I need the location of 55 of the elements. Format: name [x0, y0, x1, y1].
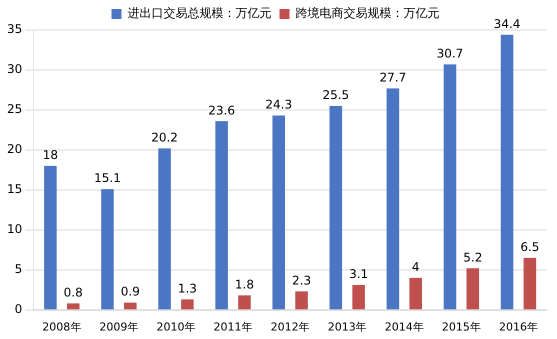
data-label: 24.3: [265, 98, 292, 112]
bar: [386, 88, 400, 310]
y-tick-label: 25: [6, 102, 22, 116]
bar: [181, 299, 194, 310]
data-label: 23.6: [208, 103, 235, 118]
x-tick-label: 2015年: [442, 320, 481, 334]
x-tick-label: 2014年: [384, 320, 424, 334]
y-tick-label: 5: [14, 262, 22, 276]
bar: [272, 116, 285, 310]
bar: [238, 295, 251, 310]
y-tick-label: 0: [14, 302, 22, 316]
data-label: 20.2: [151, 130, 178, 144]
bar: [330, 106, 342, 310]
y-tick-label: 30: [6, 62, 22, 76]
bar: [500, 34, 514, 310]
bar: [158, 148, 171, 310]
x-tick-label: 2016年: [498, 320, 538, 334]
legend-label: 进出口交易总规模：万亿元: [128, 6, 272, 20]
y-tick-label: 20: [6, 142, 22, 156]
x-tick-label: 2013年: [328, 320, 367, 334]
x-tick-label: 2012年: [270, 320, 310, 334]
data-label: 0.9: [120, 284, 140, 299]
data-label: 25.5: [322, 88, 350, 102]
data-label: 1.8: [234, 278, 254, 292]
data-label: 3.1: [349, 267, 368, 282]
x-tick-label: 2011年: [214, 320, 253, 334]
data-label: 15.1: [94, 171, 121, 186]
data-label: 6.5: [520, 240, 540, 254]
data-label: 18: [42, 148, 58, 162]
bar: [215, 121, 228, 310]
bar: [295, 291, 308, 310]
bar: [524, 258, 536, 310]
data-label: 30.7: [436, 46, 464, 60]
bar: [101, 189, 114, 310]
data-label: 5.2: [463, 250, 482, 264]
data-label: 34.4: [494, 16, 520, 31]
bar: [444, 64, 456, 310]
data-label: 4: [412, 260, 420, 274]
y-tick-label: 35: [6, 22, 22, 36]
bar: [66, 303, 80, 310]
data-label: 1.3: [178, 282, 197, 296]
x-tick-label: 2010年: [156, 320, 196, 334]
bar: [352, 285, 365, 310]
x-tick-label: 2008年: [42, 320, 82, 334]
y-tick-label: 15: [6, 182, 22, 196]
bar: [409, 278, 422, 310]
y-tick-label: 10: [6, 222, 22, 236]
bar: [466, 268, 480, 310]
data-label: 2.3: [292, 274, 312, 288]
data-label: 27.7: [380, 70, 406, 84]
data-label: 0.8: [64, 286, 83, 300]
bar: [124, 302, 137, 310]
x-tick-label: 2009年: [99, 320, 138, 334]
bar: [44, 166, 57, 310]
legend-label: 跨境电商交易规模：万亿元: [296, 6, 440, 20]
